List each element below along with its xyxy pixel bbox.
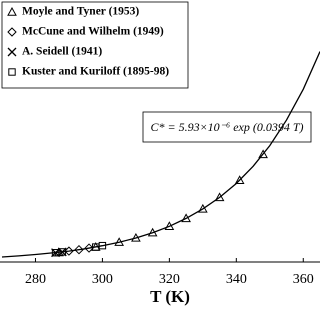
marker-triangle <box>258 149 268 159</box>
marker-triangle <box>131 232 141 242</box>
x-tick-label: 340 <box>226 272 247 287</box>
legend-box <box>1 1 189 89</box>
marker-diamond <box>84 243 94 253</box>
legend-marker <box>8 68 16 76</box>
marker-triangle <box>197 203 208 213</box>
marker-square <box>58 248 66 256</box>
marker-triangle <box>214 192 225 202</box>
x-tick-label: 280 <box>25 272 46 287</box>
legend-label: A. Seidell (1941) <box>22 46 102 58</box>
marker-triangle <box>234 175 245 184</box>
x-tick-label: 300 <box>92 272 113 287</box>
legend-marker <box>7 27 17 37</box>
legend-label: Kuster and Kuriloff (1895-98) <box>22 66 169 78</box>
marker-cross <box>57 247 67 257</box>
marker-diamond <box>74 244 84 255</box>
x-tick-label: 360 <box>293 272 314 287</box>
legend-entry: Moyle and Tyner (1953) <box>7 6 139 18</box>
legend-marker <box>7 6 17 16</box>
legend-marker <box>7 47 17 57</box>
annotation-box <box>142 111 312 143</box>
marker-triangle <box>181 213 191 223</box>
annotation: C* = 5.93×10⁻⁶ exp (0.0394 T) <box>150 120 303 134</box>
legend-label: Moyle and Tyner (1953) <box>22 6 139 18</box>
legend-entry: McCune and Wilhelm (1949) <box>7 26 164 38</box>
legend-entry: A. Seidell (1941) <box>7 46 102 58</box>
x-axis-label: T (K) <box>150 287 190 306</box>
legend-entry: Kuster and Kuriloff (1895-98) <box>8 66 169 78</box>
marker-square <box>98 241 107 250</box>
legend-label: McCune and Wilhelm (1949) <box>22 26 164 38</box>
marker-triangle <box>114 237 125 246</box>
x-tick-label: 320 <box>159 272 180 287</box>
marker-diamond <box>64 246 74 256</box>
marker-triangle <box>164 221 175 230</box>
marker-triangle <box>147 227 158 237</box>
